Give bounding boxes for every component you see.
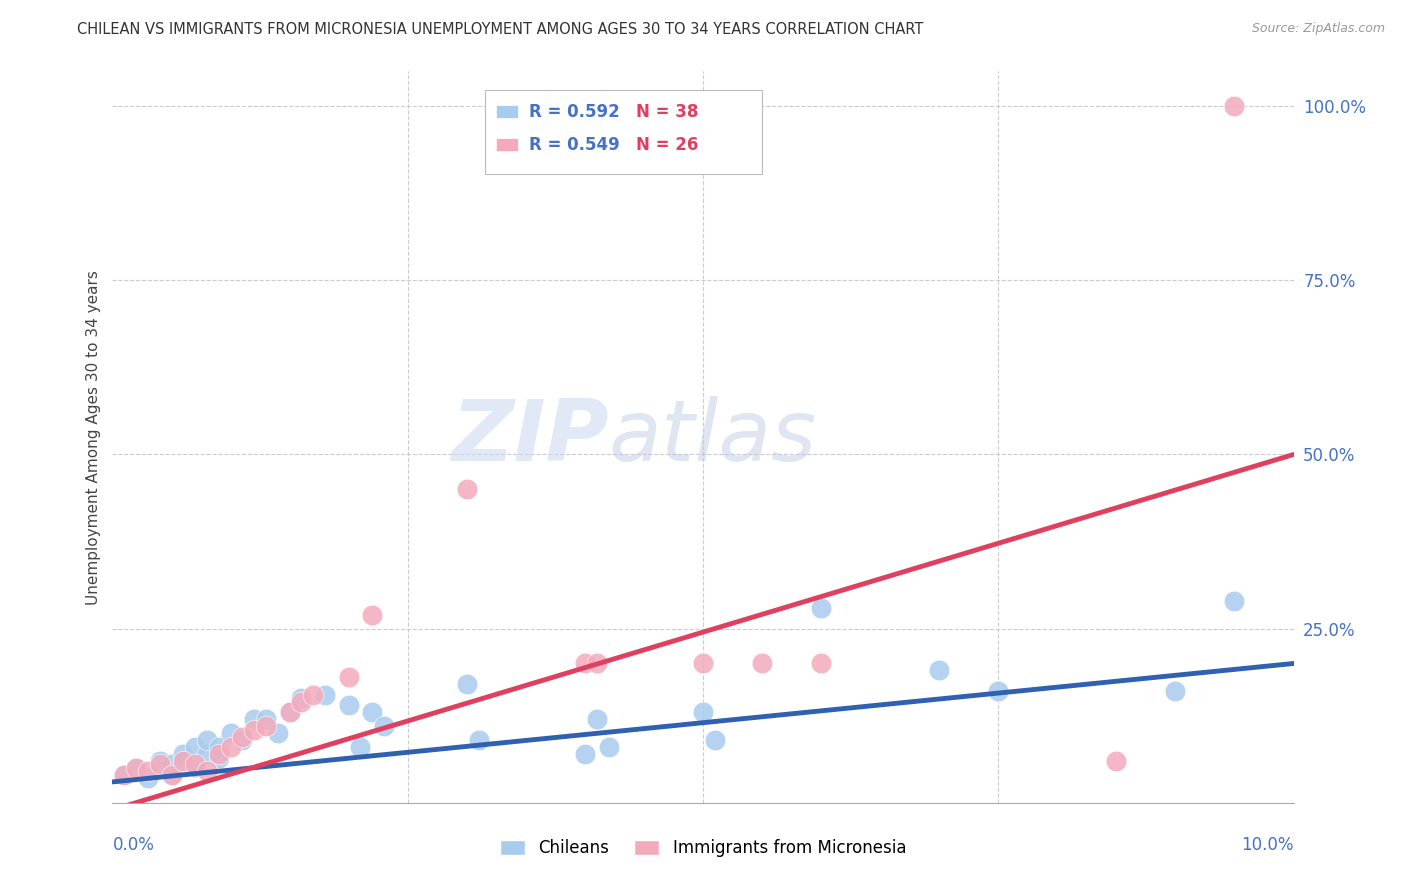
Point bbox=[160, 766, 183, 780]
Point bbox=[231, 733, 253, 747]
Point bbox=[136, 764, 159, 779]
Point bbox=[1223, 99, 1246, 113]
Point bbox=[160, 757, 183, 772]
Point bbox=[172, 754, 194, 768]
Point bbox=[149, 757, 172, 772]
Point bbox=[195, 764, 218, 779]
Point bbox=[290, 691, 312, 706]
Point bbox=[574, 747, 596, 761]
Point bbox=[125, 761, 148, 775]
Point bbox=[136, 772, 159, 786]
Text: N = 38: N = 38 bbox=[636, 103, 697, 120]
Point bbox=[692, 705, 714, 719]
Point bbox=[314, 688, 336, 702]
Point bbox=[1105, 754, 1128, 768]
Point bbox=[574, 657, 596, 671]
Y-axis label: Unemployment Among Ages 30 to 34 years: Unemployment Among Ages 30 to 34 years bbox=[86, 269, 101, 605]
Text: 0.0%: 0.0% bbox=[112, 836, 155, 854]
Point bbox=[373, 719, 395, 733]
Point bbox=[231, 730, 253, 744]
Point bbox=[184, 757, 207, 772]
Point bbox=[160, 768, 183, 782]
Point bbox=[302, 688, 325, 702]
Point bbox=[208, 740, 231, 755]
Text: 10.0%: 10.0% bbox=[1241, 836, 1294, 854]
Point bbox=[361, 607, 384, 622]
Point bbox=[243, 723, 266, 737]
Point bbox=[987, 684, 1010, 698]
Point bbox=[928, 664, 950, 678]
Point bbox=[703, 733, 725, 747]
Point bbox=[195, 733, 218, 747]
Point bbox=[278, 705, 301, 719]
Point bbox=[254, 712, 277, 726]
Point bbox=[172, 747, 194, 761]
FancyBboxPatch shape bbox=[496, 138, 517, 151]
Point bbox=[810, 600, 832, 615]
Point bbox=[349, 740, 371, 755]
Point bbox=[467, 733, 489, 747]
Point bbox=[254, 719, 277, 733]
Point bbox=[361, 705, 384, 719]
Point bbox=[243, 712, 266, 726]
Point bbox=[195, 747, 218, 761]
Point bbox=[692, 657, 714, 671]
FancyBboxPatch shape bbox=[485, 90, 762, 174]
Text: R = 0.592: R = 0.592 bbox=[530, 103, 620, 120]
Point bbox=[337, 698, 360, 713]
Text: CHILEAN VS IMMIGRANTS FROM MICRONESIA UNEMPLOYMENT AMONG AGES 30 TO 34 YEARS COR: CHILEAN VS IMMIGRANTS FROM MICRONESIA UN… bbox=[77, 22, 924, 37]
Text: atlas: atlas bbox=[609, 395, 817, 479]
Point bbox=[1164, 684, 1187, 698]
Point bbox=[278, 705, 301, 719]
Legend: Chileans, Immigrants from Micronesia: Chileans, Immigrants from Micronesia bbox=[494, 832, 912, 864]
Point bbox=[219, 740, 242, 755]
Point bbox=[219, 726, 242, 740]
FancyBboxPatch shape bbox=[496, 105, 517, 118]
Point bbox=[208, 750, 231, 764]
Point bbox=[208, 747, 231, 761]
Point bbox=[456, 677, 478, 691]
Point bbox=[112, 768, 135, 782]
Point bbox=[267, 726, 290, 740]
Point bbox=[184, 759, 207, 773]
Point bbox=[585, 657, 607, 671]
Point bbox=[125, 761, 148, 775]
Text: Source: ZipAtlas.com: Source: ZipAtlas.com bbox=[1251, 22, 1385, 36]
Point bbox=[172, 754, 194, 768]
Point bbox=[585, 712, 607, 726]
Point bbox=[751, 657, 773, 671]
Point bbox=[337, 670, 360, 684]
Point bbox=[598, 740, 620, 755]
Point bbox=[290, 695, 312, 709]
Text: N = 26: N = 26 bbox=[636, 136, 697, 153]
Point bbox=[456, 483, 478, 497]
Point bbox=[112, 768, 135, 782]
Text: ZIP: ZIP bbox=[451, 395, 609, 479]
Point bbox=[1223, 594, 1246, 608]
Text: R = 0.549: R = 0.549 bbox=[530, 136, 620, 153]
Point bbox=[149, 754, 172, 768]
Point bbox=[184, 740, 207, 755]
Point bbox=[810, 657, 832, 671]
